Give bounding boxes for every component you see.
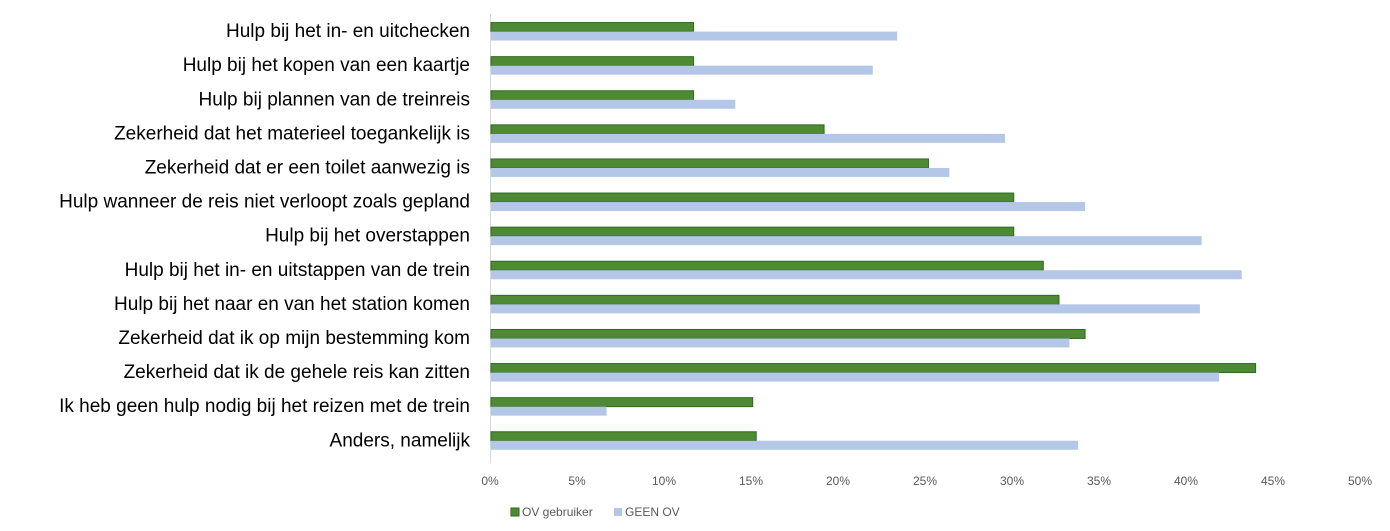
x-tick-label: 20%	[826, 474, 850, 488]
category-label: Hulp bij het naar en van het station kom…	[114, 294, 470, 315]
category-label: Zekerheid dat ik op mijn bestemming kom	[118, 328, 470, 349]
legend: OV gebruiker GEEN OV	[510, 505, 680, 519]
x-tick-label: 35%	[1087, 474, 1111, 488]
bar-ov-gebruiker	[490, 328, 1086, 339]
x-tick-label: 5%	[568, 474, 586, 488]
x-tick-label: 10%	[652, 474, 676, 488]
legend-label-ov-gebruiker: OV gebruiker	[522, 505, 593, 519]
x-tick-label: 25%	[913, 474, 937, 488]
bar-geen-ov	[491, 65, 873, 75]
category-label: Hulp bij het overstappen	[265, 226, 470, 247]
bar-ov-gebruiker	[490, 294, 1060, 305]
x-tick-label: 0%	[481, 474, 499, 488]
bar-ov-gebruiker	[490, 56, 695, 67]
bar-ov-gebruiker	[490, 397, 754, 408]
bar-geen-ov	[491, 167, 950, 177]
bar-geen-ov	[491, 338, 1070, 348]
category-label: Ik heb geen hulp nodig bij het reizen me…	[59, 396, 470, 417]
bar-geen-ov	[491, 440, 1079, 450]
bar-ov-gebruiker	[490, 124, 825, 135]
category-label: Hulp bij het kopen van een kaartje	[183, 55, 470, 76]
bar-geen-ov	[491, 31, 898, 41]
bar-geen-ov	[491, 236, 1202, 246]
bar-ov-gebruiker	[490, 158, 929, 169]
bar-ov-gebruiker	[490, 431, 757, 442]
x-tick-label: 30%	[1000, 474, 1024, 488]
x-tick-labels: 0% 5% 10% 15% 20% 25% 30% 35% 40% 45% 50%	[481, 474, 1372, 488]
legend-label-geen-ov: GEEN OV	[625, 505, 680, 519]
bar-geen-ov	[491, 133, 1006, 143]
legend-swatch-ov-gebruiker	[510, 507, 520, 517]
x-tick-label: 40%	[1174, 474, 1198, 488]
legend-swatch-geen-ov	[614, 508, 622, 516]
bar-ov-gebruiker	[490, 192, 1015, 203]
category-label: Zekerheid dat het materieel toegankelijk…	[114, 123, 470, 144]
category-label: Hulp bij het in- en uitstappen van de tr…	[125, 260, 470, 281]
category-label: Hulp bij plannen van de treinreis	[199, 89, 470, 110]
category-label: Anders, namelijk	[330, 430, 471, 451]
category-label: Hulp bij het in- en uitchecken	[226, 21, 470, 42]
bar-ov-gebruiker	[490, 22, 695, 33]
x-tick-label: 50%	[1348, 474, 1372, 488]
bar-geen-ov	[491, 304, 1200, 314]
bar-ov-gebruiker	[490, 260, 1044, 271]
x-tick-label: 15%	[739, 474, 763, 488]
x-tick-label: 45%	[1261, 474, 1285, 488]
bar-ov-gebruiker	[490, 363, 1257, 374]
category-label: Zekerheid dat ik de gehele reis kan zitt…	[124, 362, 470, 383]
bars	[490, 22, 1257, 450]
bar-geen-ov	[491, 270, 1242, 280]
bar-geen-ov	[491, 202, 1086, 212]
category-label: Zekerheid dat er een toilet aanwezig is	[145, 157, 470, 178]
bar-ov-gebruiker	[490, 226, 1015, 237]
bar-ov-gebruiker	[490, 90, 695, 101]
bar-geen-ov	[491, 406, 607, 416]
category-label: Hulp wanneer de reis niet verloopt zoals…	[59, 192, 470, 213]
bar-geen-ov	[491, 372, 1220, 382]
category-labels: Hulp bij het in- en uitchecken Hulp bij h…	[59, 21, 470, 451]
bar-geen-ov	[491, 99, 736, 109]
